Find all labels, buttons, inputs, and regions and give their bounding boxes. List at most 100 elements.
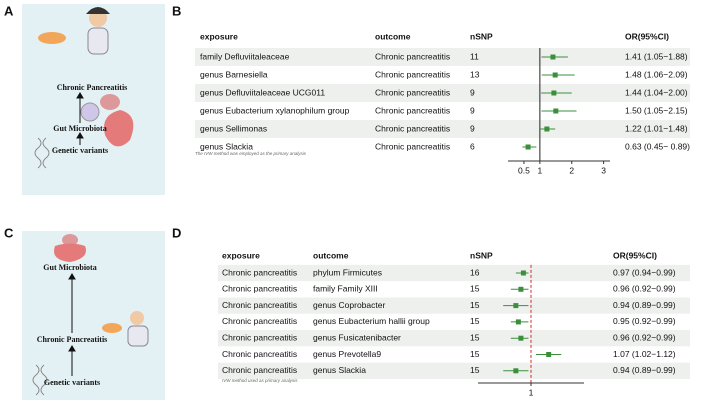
or-label: 0.94 (0.89−0.99) (613, 300, 676, 310)
exposure: family Defluviitaleaceae (200, 51, 290, 61)
or-label: 0.94 (0.89−0.99) (613, 365, 676, 375)
column-header: OR(95%CI) (625, 31, 669, 41)
exposure: Chronic pancreatitis (222, 267, 297, 277)
x-tick-label: 1 (529, 387, 534, 397)
column-header: outcome (375, 31, 411, 41)
or-label: 1.41 (1.05−1.88) (625, 51, 688, 61)
column-header: outcome (313, 250, 349, 260)
step-label: Gut Microbiota (53, 124, 106, 133)
or-label: 1.22 (1.01−1.48) (625, 123, 688, 133)
or-point (513, 368, 519, 374)
x-tick-label: 2 (569, 165, 574, 175)
outcome: genus Slackia (313, 365, 366, 375)
outcome: genus Prevotella9 (313, 349, 381, 359)
outcome: Chronic pancreatitis (375, 51, 450, 61)
or-point (513, 303, 519, 309)
row-stripe (218, 362, 690, 379)
or-point (525, 144, 531, 150)
panel-label: C (4, 225, 14, 240)
exposure: genus Defluviitaleaceae UCG011 (200, 87, 325, 97)
nsnp: 15 (470, 300, 480, 310)
nsnp: 16 (470, 267, 480, 277)
or-point (520, 270, 526, 276)
outcome: family Family XIII (313, 284, 378, 294)
outcome: Chronic pancreatitis (375, 105, 450, 115)
x-tick-label: 1 (538, 165, 543, 175)
row-stripe (195, 84, 690, 102)
column-header: nSNP (470, 250, 493, 260)
step-label: Chronic Pancreatitis (37, 335, 108, 344)
column-header: nSNP (470, 31, 493, 41)
or-point (544, 126, 550, 132)
note: The IVW method was employed as the prima… (195, 151, 307, 156)
or-label: 1.50 (1.05−2.15) (625, 105, 688, 115)
exposure: genus Barnesiella (200, 69, 268, 79)
column-header: OR(95%CI) (613, 250, 657, 260)
exposure: Chronic pancreatitis (222, 300, 297, 310)
outcome: Chronic pancreatitis (375, 87, 450, 97)
panel-label: D (172, 225, 181, 240)
or-label: 1.07 (1.02−1.12) (613, 349, 676, 359)
or-point (518, 335, 524, 341)
or-label: 0.95 (0.92−0.99) (613, 316, 676, 326)
arrows (76, 92, 84, 145)
exposure: genus Sellimonas (200, 123, 267, 133)
nsnp: 15 (470, 284, 480, 294)
exposure: genus Slackia (200, 141, 253, 151)
nsnp: 9 (470, 105, 475, 115)
step-label: Genetic variants (52, 146, 108, 155)
nsnp: 15 (470, 349, 480, 359)
illustration (32, 234, 149, 396)
outcome: genus Fusicatenibacter (313, 332, 401, 342)
nsnp: 13 (470, 69, 480, 79)
nsnp: 15 (470, 332, 480, 342)
or-label: 1.44 (1.04−2.00) (625, 87, 688, 97)
or-point (552, 72, 558, 78)
row-stripe (218, 297, 690, 314)
exposure: Chronic pancreatitis (222, 332, 297, 342)
nsnp: 15 (470, 316, 480, 326)
step-label: Gut Microbiota (43, 263, 96, 272)
or-point (553, 108, 559, 114)
nsnp: 11 (470, 51, 479, 61)
arrows (68, 273, 76, 376)
or-point (546, 352, 552, 357)
x-tick-label: 3 (601, 165, 606, 175)
panel-label: A (4, 3, 14, 18)
nsnp: 15 (470, 365, 480, 375)
outcome: Chronic pancreatitis (375, 69, 450, 79)
nsnp: 6 (470, 141, 475, 151)
exposure: genus Eubacterium xylanophilum group (200, 105, 350, 115)
exposure: Chronic pancreatitis (222, 316, 297, 326)
or-point (515, 319, 521, 325)
or-point (518, 286, 524, 292)
exposure: Chronic pancreatitis (222, 365, 297, 375)
row-stripe (218, 330, 690, 347)
note: IVW method used as primary analysis (222, 378, 298, 383)
row-stripe (195, 120, 690, 138)
nsnp: 9 (470, 87, 475, 97)
nsnp: 9 (470, 123, 475, 133)
or-label: 0.96 (0.92−0.99) (613, 284, 676, 294)
step-label: Genetic variants (44, 378, 100, 387)
or-label: 0.97 (0.94−0.99) (613, 267, 676, 277)
or-point (551, 90, 557, 96)
row-stripe (195, 48, 690, 66)
exposure: Chronic pancreatitis (222, 284, 297, 294)
or-point (550, 54, 556, 60)
column-header: exposure (222, 250, 260, 260)
row-stripe (218, 264, 690, 282)
outcome: phylum Firmicutes (313, 267, 382, 277)
outcome: genus Coprobacter (313, 300, 385, 310)
illustration (34, 7, 134, 169)
outcome: Chronic pancreatitis (375, 123, 450, 133)
exposure: Chronic pancreatitis (222, 349, 297, 359)
panel-label: B (172, 3, 181, 18)
x-tick-label: 0.5 (518, 165, 530, 175)
outcome: genus Eubacterium hallii group (313, 316, 430, 326)
or-label: 0.96 (0.92−0.99) (613, 332, 676, 342)
or-label: 0.63 (0.45− 0.89) (625, 141, 690, 151)
column-header: exposure (200, 31, 238, 41)
step-label: Chronic Pancreatitis (57, 83, 128, 92)
